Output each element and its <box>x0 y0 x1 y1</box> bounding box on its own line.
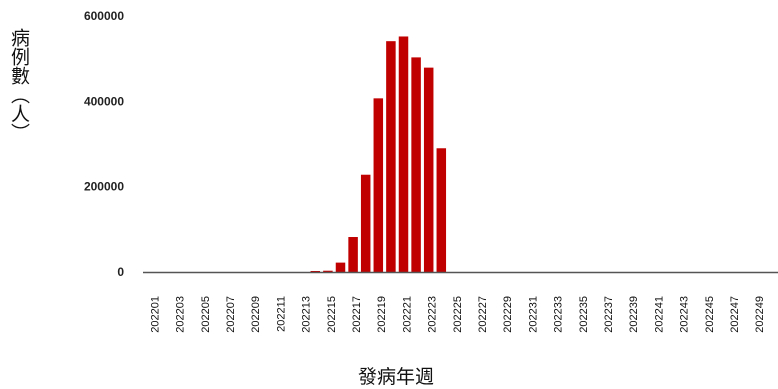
x-tick-label: 202231 <box>527 296 539 333</box>
bar <box>423 67 434 272</box>
bar <box>436 148 447 272</box>
x-tick-label: 202201 <box>149 296 161 333</box>
bar <box>373 98 384 272</box>
bar <box>411 57 421 273</box>
x-tick-label: 202245 <box>704 296 716 333</box>
x-tick-label: 202221 <box>401 296 413 333</box>
x-tick-label: 202235 <box>578 296 590 333</box>
bar <box>310 271 321 272</box>
y-axis-label: 病例數（人） <box>8 28 30 142</box>
x-tick-label: 202215 <box>326 296 338 333</box>
x-tick-label: 202207 <box>225 296 237 333</box>
x-axis-label: 發病年週 <box>357 366 434 388</box>
x-tick-label: 202205 <box>200 296 212 333</box>
x-tick-label: 202227 <box>477 296 489 333</box>
y-tick-label: 600000 <box>84 9 124 23</box>
y-tick-label: 0 <box>117 265 124 279</box>
x-tick-label: 202223 <box>427 296 439 333</box>
x-tick-label: 202247 <box>729 296 741 333</box>
x-tick-label: 202243 <box>679 296 691 333</box>
x-tick-label: 202211 <box>275 296 287 332</box>
x-tick-label: 202241 <box>653 296 665 333</box>
bar <box>360 174 371 272</box>
x-tick-label: 202249 <box>754 296 766 333</box>
x-tick-label: 202203 <box>175 296 187 333</box>
x-tick-label: 202213 <box>301 296 313 333</box>
x-tick-label: 202209 <box>250 296 262 333</box>
x-tick-label: 202237 <box>603 296 615 333</box>
y-tick-label: 400000 <box>84 94 124 108</box>
bar <box>323 270 333 272</box>
bar <box>398 36 409 273</box>
x-tick-label: 202233 <box>553 296 565 333</box>
x-tick-label: 202219 <box>376 296 388 333</box>
bar <box>348 237 358 272</box>
bar <box>335 262 346 272</box>
y-tick-label: 200000 <box>84 180 124 194</box>
x-tick-label: 202225 <box>452 296 464 333</box>
bar <box>386 41 396 272</box>
x-tick-label: 202239 <box>628 296 640 333</box>
x-tick-label: 202217 <box>351 296 363 333</box>
x-tick-label: 202229 <box>502 296 514 333</box>
